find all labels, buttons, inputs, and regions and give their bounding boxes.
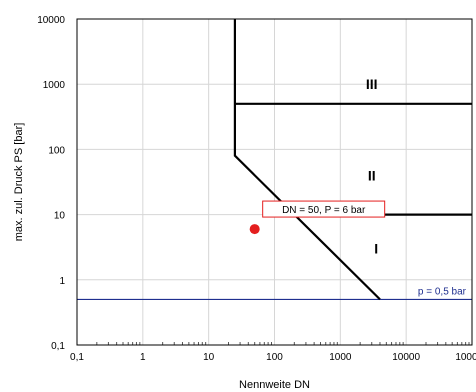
data-points: DN = 50, P = 6 bar: [249, 200, 386, 235]
y-tick-label: 1000: [43, 80, 66, 91]
region-label: III: [366, 76, 378, 92]
grid: [76, 18, 473, 346]
category-boundary: [233, 19, 381, 301]
plot-frame: [76, 18, 473, 346]
point-annotation-label: DN = 50, P = 6 bar: [282, 205, 366, 216]
y-tick-label: 1: [59, 276, 65, 287]
y-tick-label: 0,1: [51, 341, 65, 352]
x-tick-labels: 0,1 1 10 100 1000 10000 100000: [70, 352, 476, 363]
data-point: [249, 224, 260, 235]
reference-line-label: p = 0,5 bar: [418, 286, 467, 297]
x-tick-label: 100000: [455, 352, 476, 363]
region-label: II: [368, 167, 376, 183]
x-tick-label: 0,1: [70, 352, 84, 363]
x-axis-label: Nennweite DN: [239, 379, 310, 391]
y-axis-label: max. zul. Druck PS [bar]: [13, 123, 25, 242]
boundary-lines: p = 0,5 bar: [77, 19, 472, 301]
region-label: I: [374, 241, 378, 257]
x-tick-label: 100: [266, 352, 283, 363]
y-tick-label: 100: [48, 145, 65, 156]
x-tick-label: 1: [140, 352, 146, 363]
y-tick-label: 10000: [37, 15, 65, 26]
y-tick-labels: 0,1 1 10 100 1000 10000: [37, 15, 65, 352]
x-tick-label: 10000: [392, 352, 420, 363]
y-tick-label: 10: [54, 211, 66, 222]
point-annotation-box: [262, 200, 386, 218]
x-tick-label: 1000: [329, 352, 352, 363]
x-tick-label: 10: [203, 352, 215, 363]
